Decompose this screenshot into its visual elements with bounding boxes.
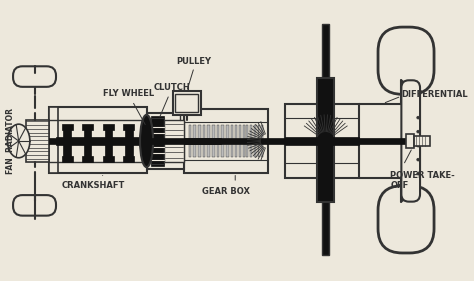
Bar [413,136,430,146]
Text: GEAR BOX: GEAR BOX [202,187,250,196]
Ellipse shape [417,172,419,175]
Bar [246,125,248,157]
Text: DIFFERENTIAL: DIFFERENTIAL [401,90,468,99]
Bar [48,138,146,144]
Text: PULLEY: PULLEY [177,57,212,66]
Ellipse shape [140,115,153,167]
Bar [62,156,73,162]
Bar [254,125,256,157]
Bar [82,156,93,162]
Ellipse shape [417,130,419,133]
Ellipse shape [8,124,30,158]
Bar [103,124,114,130]
Bar [221,125,224,157]
FancyBboxPatch shape [13,195,56,216]
Bar [146,113,184,169]
Bar [261,125,263,157]
Bar [318,78,334,202]
Bar [239,125,241,157]
Bar [258,125,259,157]
Bar [207,125,210,157]
Bar [235,125,237,157]
FancyBboxPatch shape [378,186,434,253]
Bar [406,134,413,148]
Bar [105,128,112,160]
Bar [322,201,329,255]
Bar [175,94,198,112]
Text: FLY WHEEL: FLY WHEEL [103,89,154,124]
Bar [82,124,93,130]
Bar [146,138,221,144]
Bar [26,121,49,162]
Bar [322,24,329,78]
Text: CLUTCH: CLUTCH [154,83,191,117]
Ellipse shape [417,116,419,119]
Ellipse shape [417,158,419,161]
Bar [125,128,133,160]
Bar [243,125,245,157]
Bar [189,125,191,157]
Bar [64,128,71,160]
FancyBboxPatch shape [13,66,56,87]
Bar [285,104,359,178]
Bar [84,128,91,160]
Bar [123,124,135,130]
Bar [123,156,135,162]
Bar [173,92,201,115]
Bar [359,138,406,144]
Bar [250,125,252,157]
Text: CRANKSHAFT: CRANKSHAFT [62,181,125,190]
FancyBboxPatch shape [378,27,434,94]
Bar [212,125,215,157]
FancyBboxPatch shape [401,80,420,202]
Bar [193,125,196,157]
Bar [198,125,201,157]
Bar [226,125,228,157]
Bar [103,156,114,162]
Bar [48,107,146,173]
Text: FAN  RADIATOR: FAN RADIATOR [6,108,15,174]
Bar [151,118,164,164]
Text: POWER TAKE-
OFF: POWER TAKE- OFF [390,171,455,190]
Bar [164,121,184,162]
Bar [62,124,73,130]
Bar [184,109,268,173]
Bar [231,125,233,157]
Bar [202,125,205,157]
Bar [56,137,145,145]
Bar [151,116,164,166]
Bar [217,125,219,157]
Bar [184,138,285,144]
Bar [285,137,359,145]
Ellipse shape [417,144,419,147]
Bar [48,107,58,173]
